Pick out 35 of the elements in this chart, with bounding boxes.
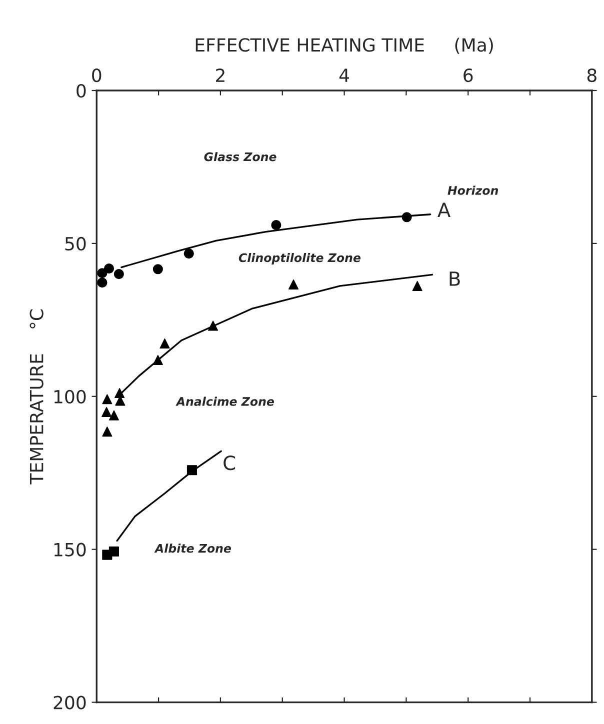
annotation: Clinoptilolite Zone bbox=[238, 253, 361, 264]
series-label: C bbox=[224, 455, 236, 470]
point bbox=[114, 269, 124, 280]
x-tick-label: 6 bbox=[464, 68, 473, 82]
point bbox=[102, 426, 112, 437]
x-tick-label: 8 bbox=[587, 68, 596, 82]
series-label: A bbox=[438, 202, 451, 217]
point bbox=[152, 264, 163, 274]
y-axis-title: TEMPERATURE °C bbox=[30, 309, 44, 484]
point bbox=[104, 263, 114, 274]
point bbox=[97, 278, 108, 288]
y-tick-label: 200 bbox=[54, 696, 86, 710]
x-tick-label: 0 bbox=[92, 68, 102, 82]
point bbox=[271, 220, 282, 230]
point bbox=[160, 338, 170, 349]
point bbox=[184, 248, 194, 259]
x-axis-title: EFFECTIVE HEATING TIME (Ma) bbox=[196, 38, 493, 54]
x-tick-label: 2 bbox=[216, 68, 224, 82]
y-tick-label: 100 bbox=[54, 390, 86, 404]
point bbox=[288, 279, 299, 290]
series-label: B bbox=[450, 272, 460, 286]
y-tick-label: 50 bbox=[65, 236, 86, 251]
y-tick-label: 0 bbox=[76, 84, 86, 98]
point bbox=[108, 410, 120, 420]
line-series bbox=[116, 450, 222, 542]
annotation: Horizon bbox=[448, 186, 498, 195]
annotation: Albite Zone bbox=[154, 544, 232, 553]
point bbox=[412, 280, 422, 291]
point bbox=[102, 406, 112, 418]
point bbox=[102, 394, 112, 404]
annotation: Analcime Zone bbox=[176, 396, 274, 406]
x-tick-label: 4 bbox=[339, 68, 350, 82]
y-tick-label: 150 bbox=[54, 542, 86, 556]
point bbox=[102, 550, 112, 560]
annotation: Glass Zone bbox=[204, 152, 276, 162]
